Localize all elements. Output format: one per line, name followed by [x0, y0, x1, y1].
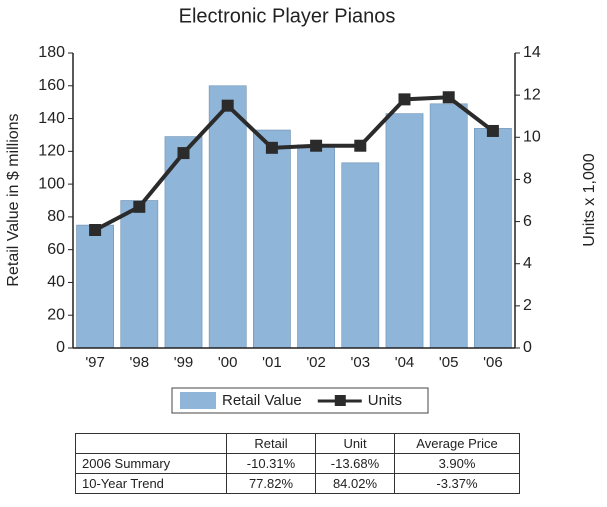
bar	[164, 136, 203, 349]
cell: 84.02%	[315, 473, 395, 494]
y2-tick-label: 2	[523, 297, 532, 314]
y-tick-label: 0	[56, 339, 65, 356]
bar	[120, 200, 159, 349]
legend-label: Units	[368, 392, 402, 409]
legend-marker	[334, 395, 346, 406]
y-tick-label: 180	[38, 44, 65, 61]
line-marker	[133, 200, 146, 213]
y-tick-label: 60	[47, 241, 65, 258]
cell: 10-Year Trend	[75, 473, 227, 494]
bar	[385, 113, 424, 349]
y2-tick-label: 12	[523, 86, 541, 103]
x-tick-label: '02	[306, 354, 326, 371]
y-tick-label: 40	[47, 274, 65, 291]
y2-axis-label: Units x 1,000	[581, 153, 598, 246]
bar	[208, 85, 247, 349]
bar	[253, 129, 291, 349]
line-marker	[442, 91, 455, 104]
bar	[429, 103, 468, 349]
y-tick-label: 20	[47, 306, 65, 323]
line-marker	[177, 147, 190, 160]
x-tick-label: '99	[174, 354, 194, 371]
line-marker	[398, 93, 411, 106]
line-marker	[310, 139, 323, 152]
bar	[297, 144, 335, 349]
x-tick-label: '06	[483, 354, 503, 371]
y2-tick-label: 14	[523, 44, 541, 61]
legend-label: Retail Value	[222, 392, 302, 409]
y-tick-label: 100	[38, 175, 65, 192]
cell: 3.90%	[394, 453, 520, 474]
bar	[341, 162, 380, 349]
x-tick-label: '98	[130, 354, 150, 371]
table-header: Retail Unit Average Price	[75, 433, 520, 454]
cell: 2006 Summary	[75, 453, 227, 474]
chart-title: Electronic Player Pianos	[179, 5, 396, 27]
chart: Electronic Player Pianos Retail Value in…	[5, 5, 598, 414]
line-marker	[354, 139, 367, 152]
line-marker	[486, 124, 499, 137]
x-tick-label: '97	[85, 354, 105, 371]
legend-swatch	[180, 392, 216, 409]
header-cell: Unit	[315, 433, 395, 454]
cell: -13.68%	[315, 453, 395, 474]
y-tick-label: 140	[38, 110, 65, 127]
x-tick-label: '00	[218, 354, 238, 371]
y-tick-label: 160	[38, 77, 65, 94]
legend-box	[171, 387, 429, 414]
y-tick-label: 80	[47, 208, 65, 225]
x-tick-label: '05	[439, 354, 459, 371]
cell: 77.82%	[226, 473, 316, 494]
cell: -10.31%	[226, 453, 316, 474]
line-marker	[265, 141, 278, 154]
cell: -3.37%	[394, 473, 520, 494]
y2-tick-label: 8	[523, 171, 532, 188]
y-tick-label: 120	[38, 143, 65, 160]
x-tick-label: '03	[351, 354, 371, 371]
bar	[474, 128, 512, 349]
summary-table: Retail Unit Average Price 2006 Summary -10.…	[75, 433, 520, 494]
y-axis-label: Retail Value in $ millions	[5, 113, 22, 286]
table-row: 2006 Summary -10.31% -13.68% 3.90%	[75, 453, 520, 474]
x-tick-label: '04	[395, 354, 415, 371]
header-cell	[75, 433, 227, 454]
y2-tick-label: 6	[523, 213, 532, 230]
y2-tick-label: 0	[523, 339, 532, 356]
header-cell: Retail	[226, 433, 316, 454]
table-row: 10-Year Trend 77.82% 84.02% -3.37%	[75, 473, 520, 494]
y2-tick-label: 4	[523, 255, 532, 272]
x-tick-label: '01	[262, 354, 282, 371]
line-marker	[221, 99, 234, 112]
y2-tick-label: 10	[523, 129, 541, 146]
bar	[76, 224, 114, 349]
line	[94, 95, 495, 232]
header-cell: Average Price	[394, 433, 520, 454]
line-marker	[89, 224, 102, 236]
